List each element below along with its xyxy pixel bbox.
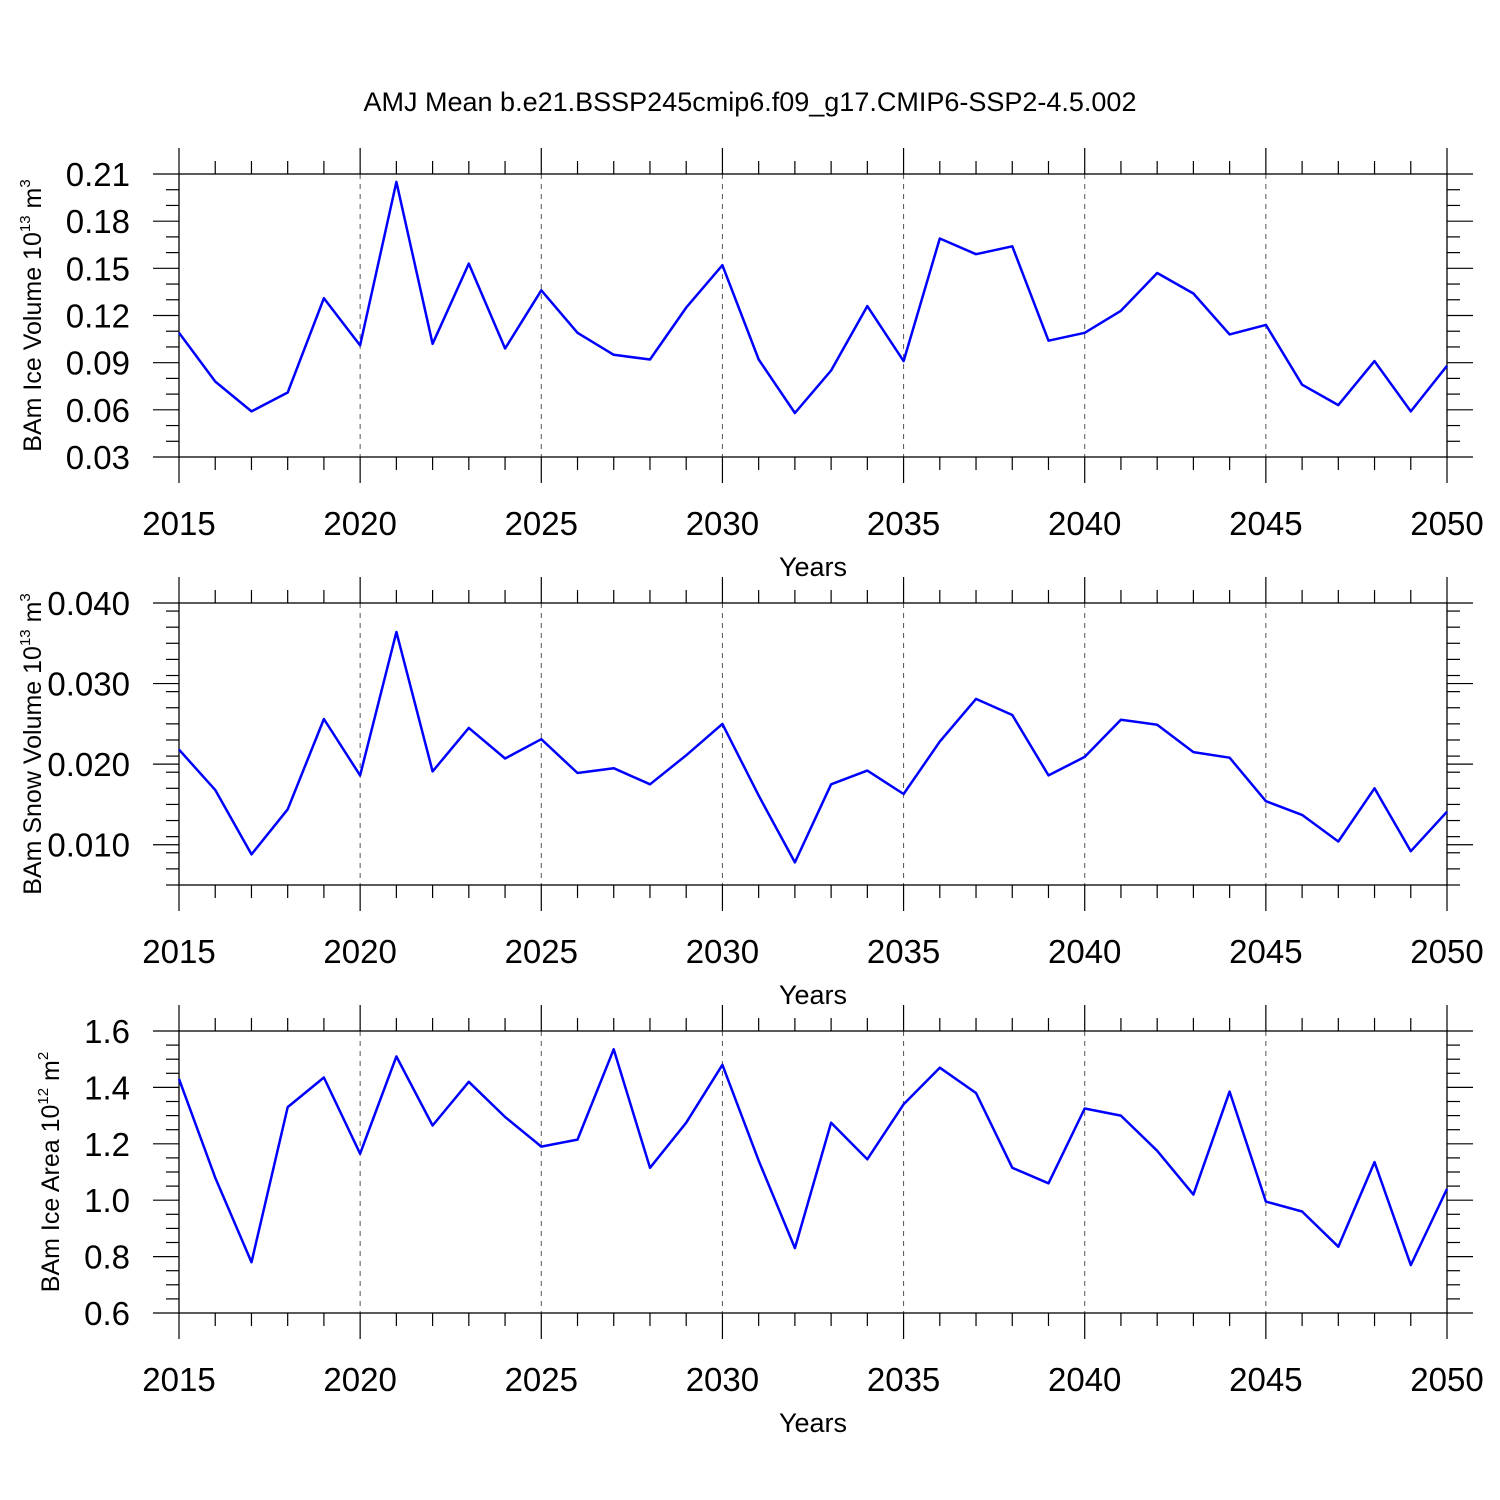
x-axis-title: Years [779,1408,847,1438]
y-axis-title-unit-exponent: 2 [35,1052,52,1060]
x-axis-title: Years [779,980,847,1010]
x-tick-label: 2040 [1048,1361,1121,1398]
x-tick-label: 2030 [686,505,759,542]
x-tick-label: 2015 [142,1361,215,1398]
y-tick-label: 1.6 [84,1013,130,1050]
x-tick-label: 2035 [867,1361,940,1398]
x-tick-label: 2030 [686,1361,759,1398]
y-tick-label: 0.6 [84,1295,130,1332]
y-axis-title-unit: m [37,1060,65,1088]
y-tick-label: 0.18 [66,203,130,240]
chart-panel-3: 2015 2020 2025 2030 2035 2040 2045 2050 0.6 0.8 1.… [35,1005,1484,1438]
plot-frame [178,602,1448,886]
x-tick-label: 2050 [1410,1361,1483,1398]
y-axis-title-unit: m [19,188,47,216]
y-axis-title: BAm Snow Volume 1013 m3 [17,593,47,895]
y-axis-title-text: BAm Ice Area 10 [37,1105,65,1293]
x-tick-label: 2030 [686,933,759,970]
y-axis-title-unit-exponent: 3 [17,179,34,187]
x-tick-label: 2045 [1229,505,1302,542]
x-tick-label: 2020 [323,1361,396,1398]
y-tick-label: 1.4 [84,1069,130,1106]
x-tick-label: 2015 [142,505,215,542]
x-tick-label: 2045 [1229,933,1302,970]
y-tick-label: 0.12 [66,298,130,335]
y-axis-title-unit-exponent: 3 [17,593,34,601]
y-axis-title-exponent: 13 [17,629,34,646]
y-tick-label: 0.15 [66,250,130,287]
y-axis-title-text: BAm Snow Volume 10 [19,646,47,895]
chart-panel-2: 2015 2020 2025 2030 2035 2040 2045 2050 0.010 0.0… [17,577,1484,1010]
y-tick-label: 1.0 [84,1182,130,1219]
x-axis-title: Years [779,552,847,582]
y-tick-label: 0.040 [47,585,130,622]
data-line [178,630,1448,864]
y-tick-label: 1.2 [84,1126,130,1163]
x-tick-label: 2020 [323,505,396,542]
y-tick-label: 0.21 [66,156,130,193]
y-axis-title-unit: m [19,602,47,630]
y-tick-label: 0.03 [66,439,130,476]
x-tick-label: 2040 [1048,933,1121,970]
x-tick-label: 2035 [867,933,940,970]
x-tick-label: 2040 [1048,505,1121,542]
y-axis-title-exponent: 12 [35,1088,52,1105]
y-tick-label: 0.8 [84,1239,130,1276]
y-axis-title-text: BAm Ice Volume 10 [19,232,47,452]
figure-title: AMJ Mean b.e21.BSSP245cmip6.f09_g17.CMIP… [364,87,1137,117]
y-tick-label: 0.010 [47,827,130,864]
x-tick-label: 2025 [505,1361,578,1398]
x-tick-label: 2015 [142,933,215,970]
chart-panel-1: 2015 2020 2025 2030 2035 2040 2045 2050 0.03 0.06… [17,148,1484,582]
x-tick-label: 2050 [1410,933,1483,970]
y-tick-label: 0.030 [47,666,130,703]
x-tick-label: 2020 [323,933,396,970]
y-axis-title: BAm Ice Area 1012 m2 [35,1052,65,1292]
y-tick-label: 0.06 [66,392,130,429]
x-tick-label: 2045 [1229,1361,1302,1398]
x-tick-label: 2035 [867,505,940,542]
data-line [177,180,1448,415]
x-tick-label: 2025 [505,505,578,542]
y-tick-label: 0.09 [66,345,130,382]
panels: 2015 2020 2025 2030 2035 2040 2045 2050 0.03 0.06… [17,148,1484,1438]
y-axis-title: BAm Ice Volume 1013 m3 [17,179,47,451]
y-tick-label: 0.020 [47,746,130,783]
plot-frame [178,173,1448,458]
y-axis-title-exponent: 13 [17,215,34,232]
x-tick-label: 2025 [505,933,578,970]
x-tick-label: 2050 [1410,505,1483,542]
data-line [177,1048,1449,1267]
